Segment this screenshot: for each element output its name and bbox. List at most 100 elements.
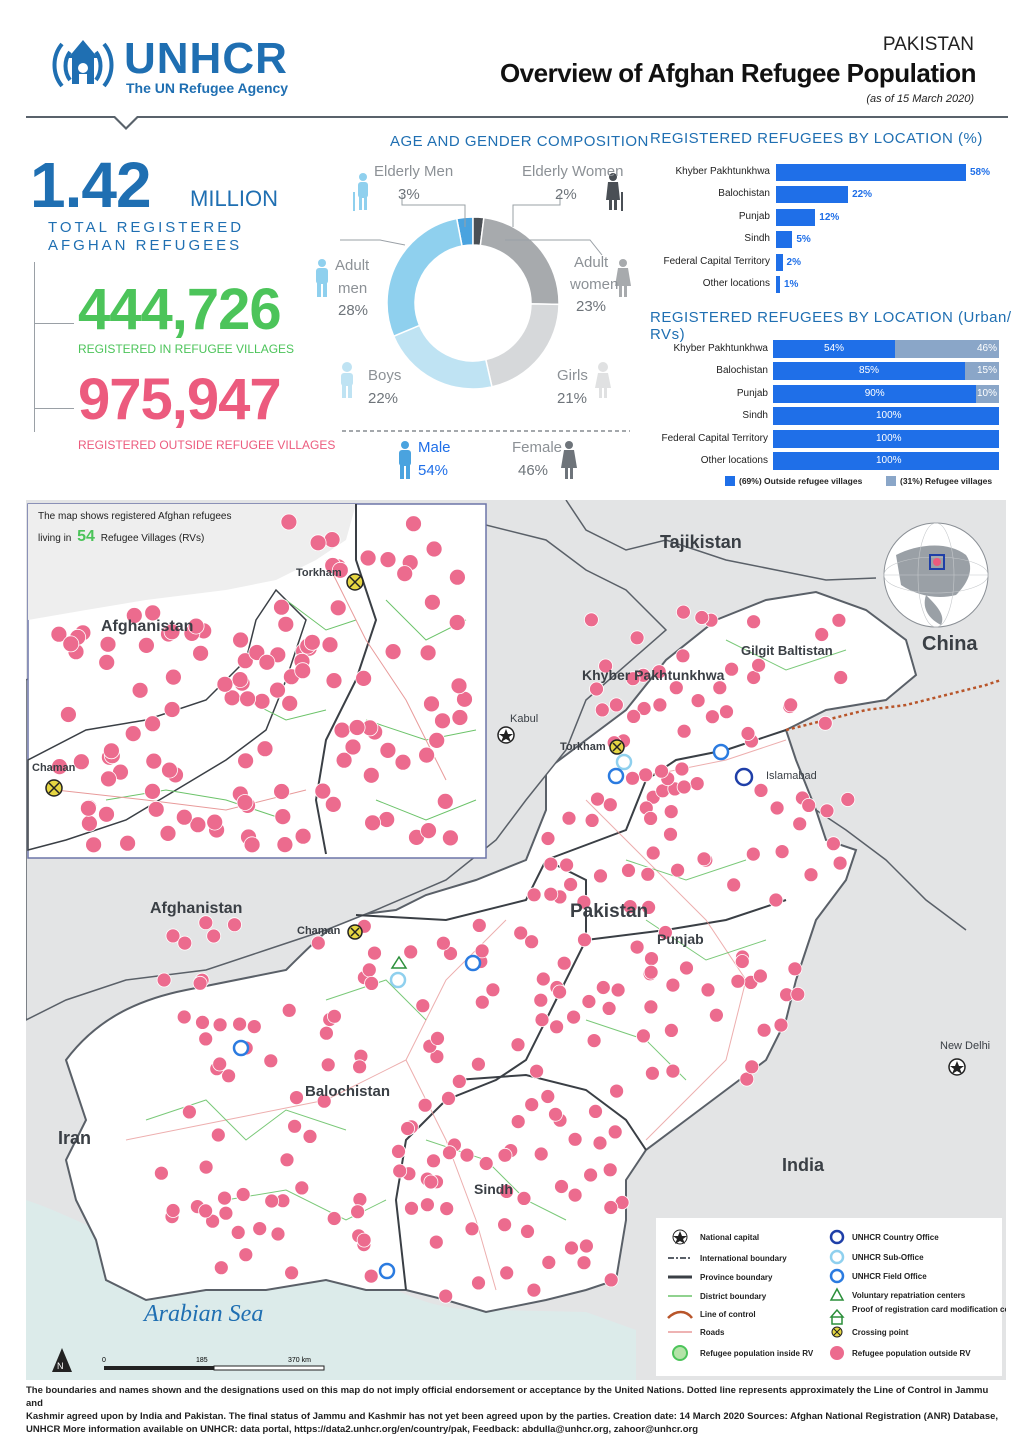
refugee-dot [540,831,556,846]
refugee-dot [281,1002,297,1018]
legend-inside-label: (31%) Refugee villages [900,476,993,486]
refugee-dot [552,984,567,1000]
chaman-inset-crossing-icon [45,779,63,797]
refugee-dot [423,593,441,611]
refugee-dot [434,712,451,730]
legend-label: Line of control [700,1310,756,1319]
refugee-dot [198,1031,214,1047]
elderly-men-label: Elderly Men [374,163,454,180]
refugee-dot [610,982,626,998]
refugee-dot [621,862,636,878]
refugee-dot [227,917,242,933]
stat-bracket [34,262,35,432]
total-refugees-unit: MILLION [190,186,279,211]
refugee-dot [235,1187,251,1202]
inset-note-pre: living in [38,533,71,544]
refugee-dot [391,1144,406,1159]
refugee-dot [625,671,641,687]
gb-label: Gilgit Baltistan [741,643,833,658]
refugee-dot [535,971,551,987]
refugee-dot [287,1118,303,1134]
refugee-dot [396,565,414,582]
refugee-dot [210,1127,226,1143]
refugee-dot [206,813,224,831]
refugee-dot [423,1174,439,1190]
refugee-dot [161,761,178,779]
female-icon [561,441,577,479]
refugee-dot [636,701,652,716]
refugee-dot [236,652,254,670]
legend-label: Refugee population outside RV [852,1349,971,1358]
refugee-dot [740,726,756,741]
legend-sub-office-icon [829,1249,845,1265]
country-label: PAKISTAN [882,34,974,55]
refugee-dot [423,695,440,713]
islamabad-label: Islamabad [766,770,817,782]
refugee-dot [435,935,451,951]
inset-note-line2: living in 54 Refugee Villages (RVs) [38,528,204,545]
refugee-dot [641,899,656,915]
refugee-dot [626,708,641,724]
refugee-dot [302,1129,318,1144]
stacked-bar-label: Other locations [700,455,768,466]
refugee-dot [516,1191,532,1206]
refugee-dot [326,1008,342,1024]
refugee-dot [428,1234,444,1250]
refugee-dot [314,782,332,800]
refugee-dot [316,1093,332,1109]
refugee-dot [367,945,382,961]
refugee-dot [361,962,377,978]
refugee-dot [548,1106,563,1122]
refugee-dot [663,826,678,842]
stacked-bar: 100% [773,407,999,426]
refugee-dot [622,899,638,915]
legend-crossing-point-icon [831,1326,843,1338]
header-notch-inner [115,116,137,127]
refugee-dot [294,662,312,680]
refugee-dot [448,568,466,586]
bar-segment-outside [773,407,999,426]
legend-label: National capital [700,1233,759,1242]
disclaimer-line: UNHCR More information available on UNHC… [26,1424,698,1435]
refugee-dot [144,604,162,622]
refugee-dot [206,928,222,944]
refugee-dot [428,731,446,749]
refugee-dot [205,1213,221,1229]
boys-label: Boys [368,367,402,384]
bar-label: Balochistan [718,188,770,200]
refugee-dot [579,1238,594,1254]
refugee-dot [588,1104,603,1119]
refugee-dot [769,800,785,816]
refugee-dot [652,697,668,713]
refugee-dot [674,761,690,777]
bar-value: 2% [786,256,801,268]
refugee-dot [554,1179,569,1194]
refugee-dot [441,829,459,847]
bar-value: 22% [852,189,873,201]
legend-proof-registration-icon [829,1308,845,1325]
refugee-dot [638,767,653,783]
refugee-dot [675,648,691,664]
pakistan-map: Afghanistan Afghanistan Tajikistan China… [25,499,1024,1380]
refugee-dot [589,681,604,697]
refugee-dot [499,1265,515,1281]
torkham-label: Torkham [560,741,606,753]
refugee-dot [356,1232,372,1248]
refugee-dot [819,803,835,819]
refugee-dot [218,1205,234,1221]
refugee-dot [276,836,294,854]
adult-men-pct: 28% [338,302,369,319]
refugee-dot [471,917,487,933]
legend-country-office-icon [829,1229,845,1245]
refugee-dot [526,887,542,903]
refugee-dot [192,644,210,662]
refugee-dot [664,1023,679,1038]
field-office-icon [232,1039,250,1057]
refugee-dot [159,824,177,842]
legend-label: UNHCR Sub-Office [852,1253,924,1262]
refugee-dot [144,715,161,733]
total-refugees-label-2: AFGHAN REFUGEES [48,237,243,254]
bar-label: Other locations [702,278,770,289]
legend-outside-label: (69%) Outside refugee villages [739,476,863,486]
refugee-dot [436,792,454,810]
